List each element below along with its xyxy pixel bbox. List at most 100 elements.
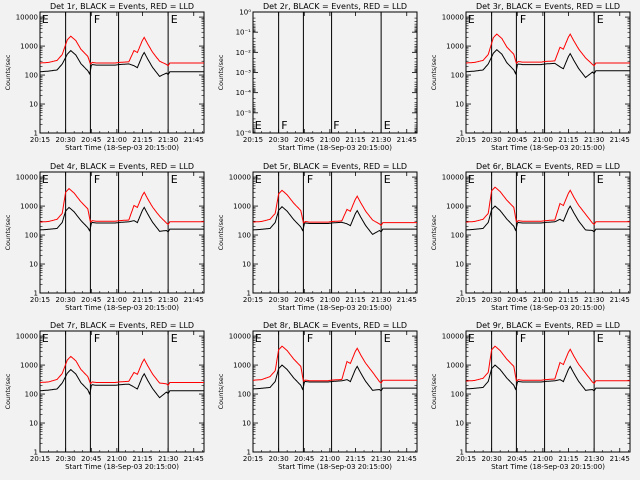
series-line-events [466,49,630,79]
y-tick-label: 10 [242,420,251,428]
y-tick-label: 1 [247,290,251,298]
x-tick-label: 21:45 [184,296,204,304]
y-tick-label: 100 [451,391,464,399]
series-line-events [40,368,204,399]
series-line-lld [40,355,204,387]
plot-frame [465,11,631,134]
y-tick-label: 10000 [16,333,38,341]
plot-frame [39,330,205,453]
x-tick-label: 20:30 [56,296,76,304]
interval-marker-e: E [255,119,262,132]
y-tick-label: 1 [460,449,464,457]
y-tick-label: 10⁻² [236,49,252,57]
x-tick-label: 21:15 [558,296,578,304]
interval-marker-e: E [171,173,178,186]
y-tick-label: 100 [238,391,251,399]
x-tick-label: 20:45 [294,296,314,304]
series-line-events [466,364,630,392]
y-tick-label: 10⁻³ [236,69,252,77]
x-tick-label: 20:30 [269,136,289,144]
x-tick-label: 21:00 [107,296,127,304]
y-tick-label: 10000 [442,174,464,182]
detector-panel-4: Det 4r, BLACK = Events, RED = LLD 1 10 100 1… [4,162,205,312]
y-axis-label: Counts/sec [4,54,12,90]
plot-frame [465,171,631,294]
x-axis-label: Start Time (18-Sep-03 20:15:00) [65,463,179,471]
x-tick-label: 21:15 [558,455,578,463]
x-tick-label: 20:45 [81,136,101,144]
y-tick-label: 10⁻⁵ [236,109,252,117]
y-tick-label: 100 [451,232,464,240]
series-line-events [253,364,417,392]
x-tick-label: 20:15 [30,296,50,304]
x-tick-label: 20:30 [482,136,502,144]
y-tick-label: 1 [247,449,251,457]
x-tick-label: 21:15 [345,455,365,463]
interval-marker-e: E [468,173,475,186]
x-tick-label: 21:00 [107,455,127,463]
panel-title: Det 2r, BLACK = Events, RED = LLD [263,2,407,11]
y-tick-label: 10⁻⁴ [236,89,252,97]
interval-marker-e: E [468,332,475,345]
y-tick-label: 100 [451,72,464,80]
x-axis-label: Start Time (18-Sep-03 20:15:00) [491,304,605,312]
interval-marker-f: F [520,13,526,26]
y-tick-label: 10000 [229,333,251,341]
y-tick-label: 10000 [442,333,464,341]
series-line-lld [465,345,630,385]
y-axis-label: Counts/sec [4,214,12,250]
y-tick-label: 10⁻⁶ [236,130,252,138]
interval-marker-e: E [171,332,178,345]
y-tick-label: 1 [34,449,38,457]
x-tick-label: 20:15 [456,455,476,463]
interval-marker-e: E [384,119,391,132]
y-tick-label: 10⁻¹ [236,29,252,37]
plot-frame [39,171,205,294]
panel-title: Det 8r, BLACK = Events, RED = LLD [263,321,407,330]
plot-frame [252,171,418,294]
series-line-events [466,205,630,233]
panel-title: Det 5r, BLACK = Events, RED = LLD [263,162,407,171]
detector-panel-8: Det 8r, BLACK = Events, RED = LLD 1 10 100 1… [217,321,418,471]
series-line-lld [253,345,417,384]
interval-marker-e: E [597,173,604,186]
y-tick-label: 100 [25,232,38,240]
x-tick-label: 20:15 [243,296,263,304]
y-axis-label: Counts/sec [217,54,225,90]
x-axis-label: Start Time (18-Sep-03 20:15:00) [491,144,605,152]
x-tick-label: 21:45 [610,136,630,144]
x-tick-label: 21:00 [533,136,553,144]
panel-title: Det 6r, BLACK = Events, RED = LLD [476,162,620,171]
plot-frame [39,11,205,134]
x-tick-label: 21:30 [158,136,178,144]
x-tick-label: 21:00 [533,455,553,463]
series-line-lld [39,187,204,226]
plot-frame [252,330,418,453]
interval-marker-e: E [42,13,49,26]
x-tick-label: 20:15 [243,136,263,144]
y-tick-label: 10 [29,420,38,428]
x-tick-label: 21:45 [397,136,417,144]
y-tick-label: 1000 [446,203,464,211]
series-line-lld [40,35,204,67]
x-tick-label: 21:30 [584,296,604,304]
y-tick-label: 100 [238,232,251,240]
y-tick-label: 10000 [16,14,38,22]
detector-panel-6: Det 6r, BLACK = Events, RED = LLD 1 10 100 1… [430,162,631,312]
x-axis-label: Start Time (18-Sep-03 20:15:00) [278,144,392,152]
y-tick-label: 1000 [446,43,464,51]
plot-frame [465,330,631,453]
y-tick-label: 1 [460,290,464,298]
x-tick-label: 20:15 [30,455,50,463]
x-tick-label: 21:15 [132,455,152,463]
detector-panel-9: Det 9r, BLACK = Events, RED = LLD 1 10 100 1… [430,321,631,471]
interval-marker-e: E [42,332,49,345]
y-tick-label: 1 [34,130,38,138]
panel-title: Det 3r, BLACK = Events, RED = LLD [476,2,620,11]
y-tick-label: 1000 [20,203,38,211]
interval-marker-f: F [520,173,526,186]
x-tick-label: 21:15 [345,136,365,144]
y-tick-label: 1000 [446,362,464,370]
y-tick-label: 10⁰ [239,9,251,17]
series-line-events [40,49,204,78]
